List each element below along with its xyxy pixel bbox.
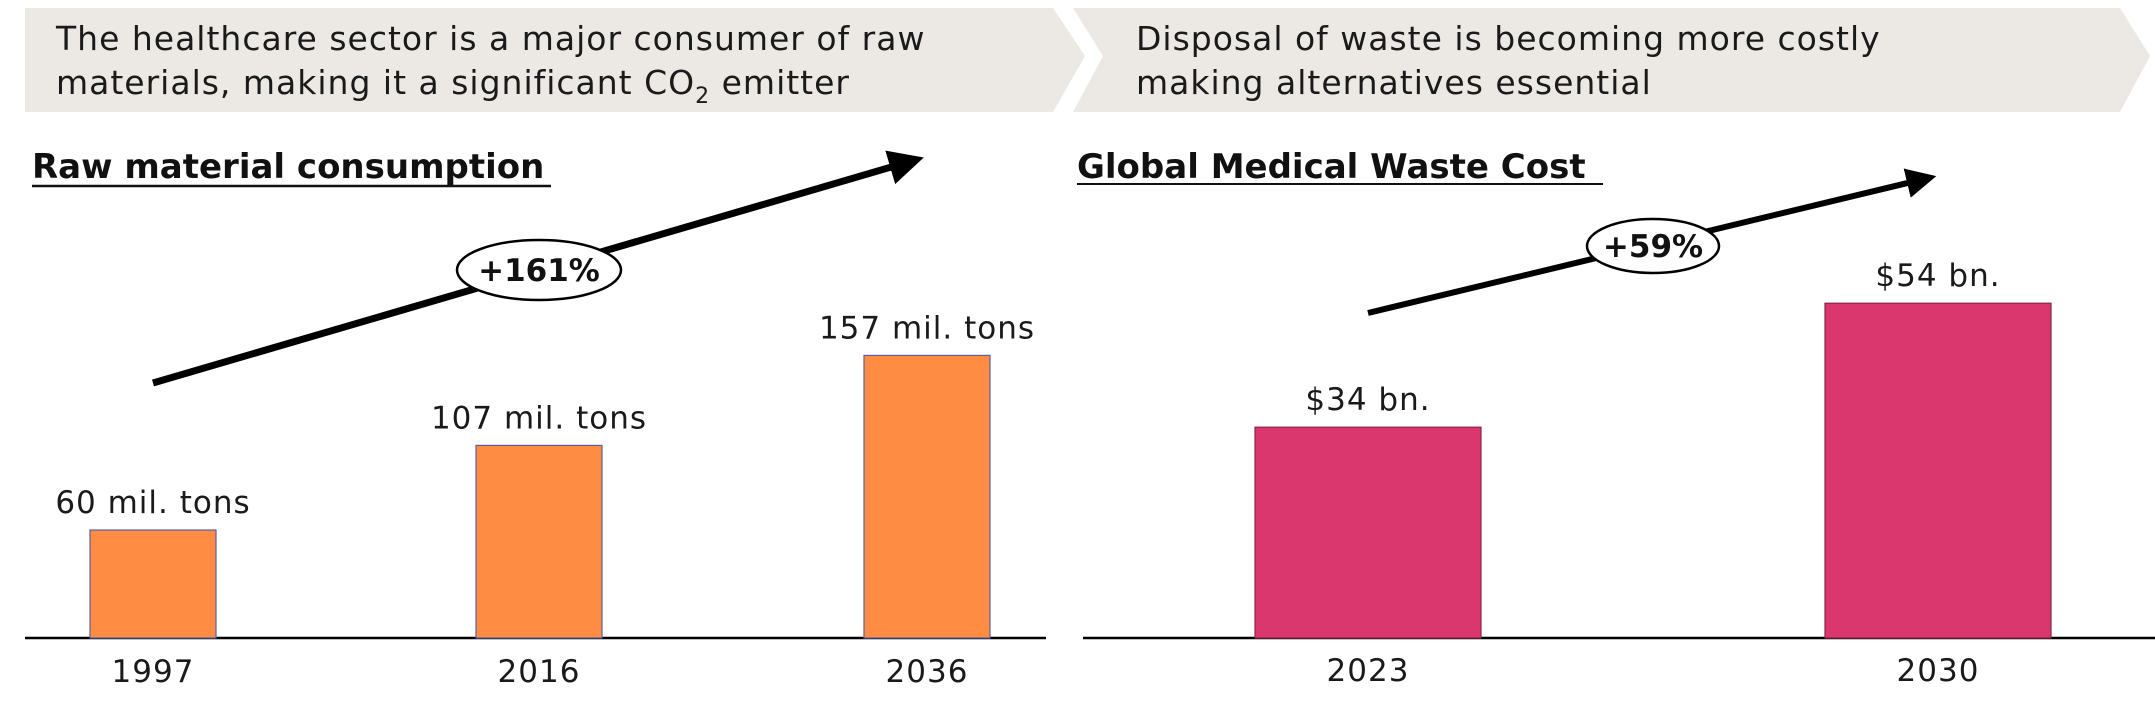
value-label-2023: $34 bn.: [1305, 382, 1430, 418]
chart-title-raw-material: Raw material consumption: [32, 147, 544, 187]
chart-waste-cost: $34 bn. 2023 $54 bn. 2030: [1083, 258, 2155, 689]
category-label-2016: 2016: [498, 654, 581, 690]
banner-left: The healthcare sector is a major consume…: [25, 8, 1085, 112]
banner-right-line1: Disposal of waste is becoming more costl…: [1136, 19, 1881, 58]
category-label-2036: 2036: [886, 654, 969, 690]
banner-right-chevron: [1073, 8, 2150, 112]
bar-2016: [475, 444, 603, 639]
bar-2023: [1254, 426, 1482, 639]
category-label-2023: 2023: [1327, 653, 1410, 689]
value-label-1997: 60 mil. tons: [55, 485, 250, 521]
banner-right-line2: making alternatives essential: [1136, 63, 1652, 102]
chart-title-waste-cost: Global Medical Waste Cost: [1077, 147, 1586, 187]
category-label-2030: 2030: [1897, 653, 1980, 689]
growth-badge-raw-material: [455, 238, 623, 302]
bar-2030: [1824, 302, 2052, 639]
bar-2036: [863, 354, 991, 639]
chart-raw-material: 60 mil. tons 1997 107 mil. tons 2016 157 mil…: [25, 310, 1046, 690]
growth-label-waste-cost: +59%: [1603, 229, 1703, 265]
banner-right: Disposal of waste is becoming more costl…: [1073, 8, 2150, 112]
banner-left-chevron: [25, 8, 1085, 112]
value-label-2016: 107 mil. tons: [431, 400, 647, 436]
bar-1997: [89, 529, 217, 639]
banner-left-line2: materials, making it a significant CO2 e…: [56, 63, 850, 109]
value-label-2030: $54 bn.: [1875, 258, 2000, 294]
value-label-2036: 157 mil. tons: [819, 310, 1035, 346]
banner-left-line1: The healthcare sector is a major consume…: [55, 19, 925, 58]
growth-label-raw-material: +161%: [478, 253, 600, 289]
growth-badge-waste-cost: [1585, 217, 1721, 275]
category-label-1997: 1997: [112, 654, 195, 690]
